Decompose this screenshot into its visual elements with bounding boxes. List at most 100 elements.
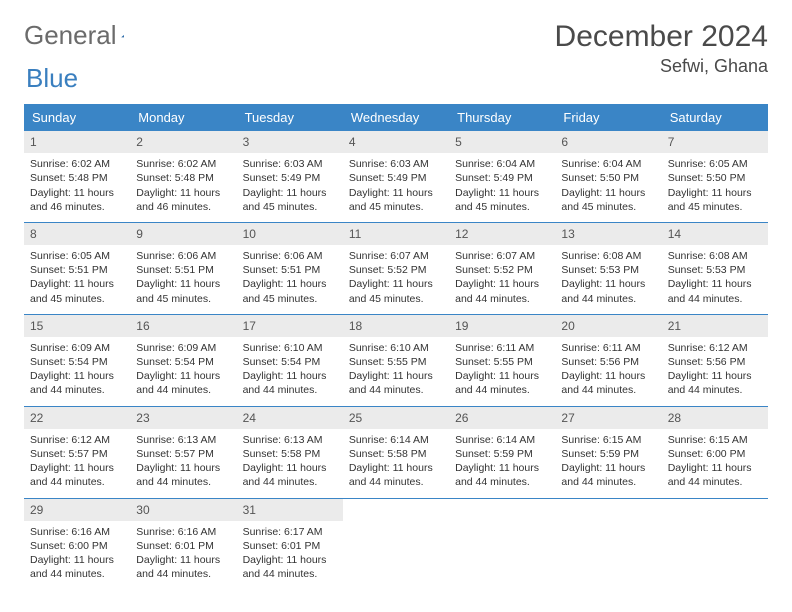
sunset-text: Sunset: 5:53 PM (561, 263, 655, 277)
empty-cell (662, 499, 768, 590)
day-cell: 11Sunrise: 6:07 AMSunset: 5:52 PMDayligh… (343, 223, 449, 314)
logo: General (24, 20, 145, 51)
day-cell: 1Sunrise: 6:02 AMSunset: 5:48 PMDaylight… (24, 131, 130, 222)
day-cell: 6Sunrise: 6:04 AMSunset: 5:50 PMDaylight… (555, 131, 661, 222)
daylight-text: Daylight: 11 hours (243, 277, 337, 291)
day-number: 19 (449, 315, 555, 337)
daylight-text: and 44 minutes. (30, 567, 124, 581)
daylight-text: and 44 minutes. (136, 475, 230, 489)
day-number: 6 (555, 131, 661, 153)
day-number: 9 (130, 223, 236, 245)
daylight-text: Daylight: 11 hours (243, 553, 337, 567)
day-number: 31 (237, 499, 343, 521)
daylight-text: Daylight: 11 hours (243, 186, 337, 200)
sunrise-text: Sunrise: 6:04 AM (561, 157, 655, 171)
daylight-text: Daylight: 11 hours (136, 186, 230, 200)
sunrise-text: Sunrise: 6:08 AM (561, 249, 655, 263)
sunset-text: Sunset: 5:57 PM (30, 447, 124, 461)
daylight-text: Daylight: 11 hours (136, 369, 230, 383)
daylight-text: and 44 minutes. (668, 475, 762, 489)
sunset-text: Sunset: 5:51 PM (30, 263, 124, 277)
day-header: Thursday (449, 104, 555, 131)
daylight-text: Daylight: 11 hours (349, 369, 443, 383)
day-header: Friday (555, 104, 661, 131)
day-number: 8 (24, 223, 130, 245)
sunrise-text: Sunrise: 6:06 AM (243, 249, 337, 263)
day-header-row: Sunday Monday Tuesday Wednesday Thursday… (24, 104, 768, 131)
sunset-text: Sunset: 5:55 PM (349, 355, 443, 369)
sunset-text: Sunset: 5:55 PM (455, 355, 549, 369)
sunrise-text: Sunrise: 6:03 AM (349, 157, 443, 171)
week-row: 22 Sunrise: 6:12 AMSunset: 5:57 PM Dayligh… (24, 407, 768, 499)
daylight-text: Daylight: 11 hours (561, 277, 655, 291)
daylight-text: and 45 minutes. (349, 200, 443, 214)
daylight-text: Daylight: 11 hours (455, 369, 549, 383)
sunset-text: Sunset: 6:01 PM (243, 539, 337, 553)
day-header: Sunday (24, 104, 130, 131)
daylight-text: Daylight: 11 hours (455, 186, 549, 200)
sunrise-text: Sunrise: 6:14 AM (455, 433, 549, 447)
day-cell: 15Sunrise: 6:09 AMSunset: 5:54 PMDayligh… (24, 315, 130, 406)
sunset-text: Sunset: 5:48 PM (136, 171, 230, 185)
day-cell: 30Sunrise: 6:16 AMSunset: 6:01 PMDayligh… (130, 499, 236, 590)
day-cell: 17Sunrise: 6:10 AMSunset: 5:54 PMDayligh… (237, 315, 343, 406)
sunrise-text: Sunrise: 6:12 AM (30, 433, 124, 447)
daylight-text: Daylight: 11 hours (668, 277, 762, 291)
logo-word-1: General (24, 20, 117, 51)
daylight-text: and 44 minutes. (455, 475, 549, 489)
daylight-text: and 45 minutes. (30, 292, 124, 306)
day-number: 16 (130, 315, 236, 337)
day-cell: 24Sunrise: 6:13 AMSunset: 5:58 PMDayligh… (237, 407, 343, 498)
empty-cell (449, 499, 555, 590)
daylight-text: and 45 minutes. (349, 292, 443, 306)
day-cell: 25Sunrise: 6:14 AMSunset: 5:58 PMDayligh… (343, 407, 449, 498)
daylight-text: Daylight: 11 hours (561, 369, 655, 383)
day-cell: 28Sunrise: 6:15 AMSunset: 6:00 PMDayligh… (662, 407, 768, 498)
sunset-text: Sunset: 5:54 PM (30, 355, 124, 369)
empty-cell (343, 499, 449, 590)
sunrise-text: Sunrise: 6:11 AM (561, 341, 655, 355)
day-number: 7 (662, 131, 768, 153)
day-number: 2 (130, 131, 236, 153)
day-cell: 16Sunrise: 6:09 AMSunset: 5:54 PMDayligh… (130, 315, 236, 406)
month-title: December 2024 (555, 20, 768, 54)
daylight-text: Daylight: 11 hours (349, 277, 443, 291)
sunrise-text: Sunrise: 6:02 AM (136, 157, 230, 171)
sunset-text: Sunset: 5:59 PM (561, 447, 655, 461)
day-cell: 4Sunrise: 6:03 AMSunset: 5:49 PMDaylight… (343, 131, 449, 222)
day-number: 13 (555, 223, 661, 245)
sunset-text: Sunset: 5:59 PM (455, 447, 549, 461)
day-number: 17 (237, 315, 343, 337)
sunrise-text: Sunrise: 6:05 AM (668, 157, 762, 171)
day-cell: 13 Sunrise: 6:08 AMSunset: 5:53 PMDayligh… (555, 223, 661, 314)
sunset-text: Sunset: 6:00 PM (30, 539, 124, 553)
daylight-text: and 44 minutes. (455, 383, 549, 397)
day-number: 12 (449, 223, 555, 245)
day-number: 3 (237, 131, 343, 153)
day-number: 23 (130, 407, 236, 429)
week-row: 8Sunrise: 6:05 AMSunset: 5:51 PMDaylight… (24, 223, 768, 315)
day-cell: 5Sunrise: 6:04 AMSunset: 5:49 PMDaylight… (449, 131, 555, 222)
day-number: 18 (343, 315, 449, 337)
sunset-text: Sunset: 5:56 PM (668, 355, 762, 369)
logo-word-2: Blue (26, 63, 78, 94)
daylight-text: Daylight: 11 hours (561, 186, 655, 200)
daylight-text: Daylight: 11 hours (455, 277, 549, 291)
day-number: 22 (24, 407, 130, 429)
daylight-text: Daylight: 11 hours (30, 369, 124, 383)
day-number: 20 (555, 315, 661, 337)
day-cell: 7Sunrise: 6:05 AMSunset: 5:50 PMDaylight… (662, 131, 768, 222)
sunset-text: Sunset: 5:51 PM (243, 263, 337, 277)
daylight-text: Daylight: 11 hours (243, 461, 337, 475)
daylight-text: and 45 minutes. (243, 200, 337, 214)
sunset-text: Sunset: 5:49 PM (349, 171, 443, 185)
sunrise-text: Sunrise: 6:03 AM (243, 157, 337, 171)
day-cell: 2 Sunrise: 6:02 AMSunset: 5:48 PMDaylight… (130, 131, 236, 222)
sunrise-text: Sunrise: 6:16 AM (30, 525, 124, 539)
day-number: 10 (237, 223, 343, 245)
daylight-text: Daylight: 11 hours (30, 186, 124, 200)
sunrise-text: Sunrise: 6:02 AM (30, 157, 124, 171)
sunrise-text: Sunrise: 6:04 AM (455, 157, 549, 171)
day-cell: 3Sunrise: 6:03 AMSunset: 5:49 PMDaylight… (237, 131, 343, 222)
sunrise-text: Sunrise: 6:12 AM (668, 341, 762, 355)
